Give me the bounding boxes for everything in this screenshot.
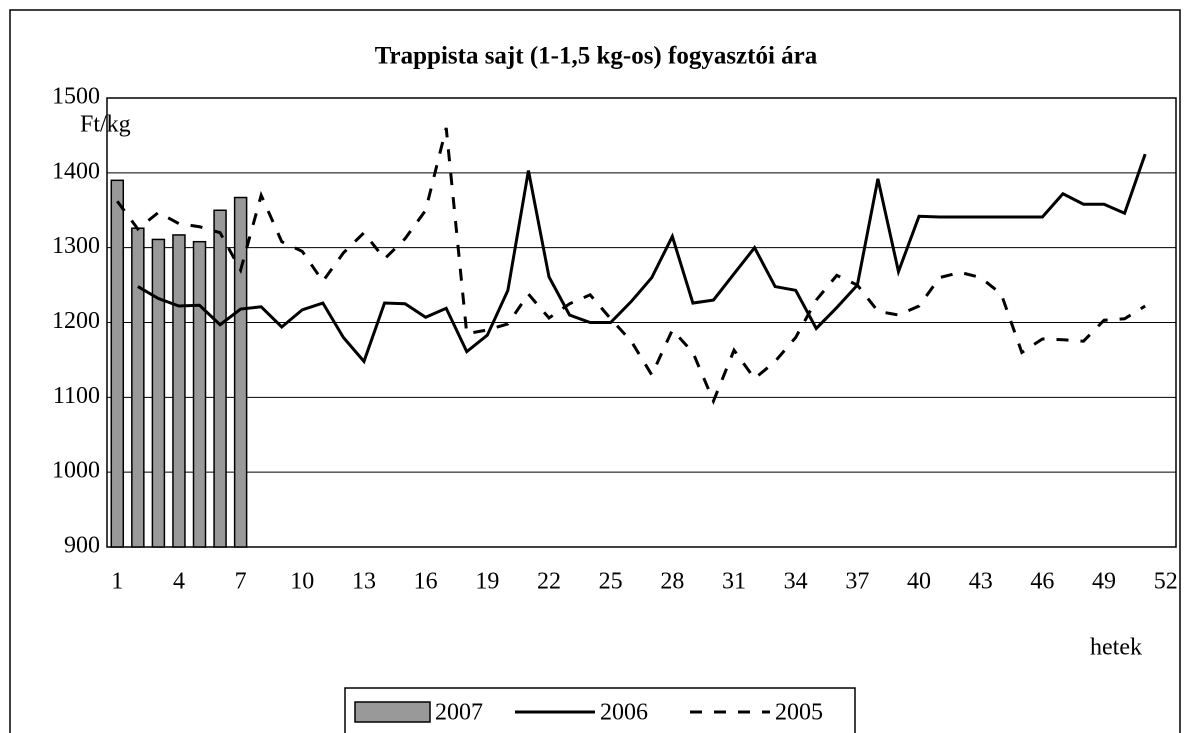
x-tick-label: 31: [722, 569, 746, 595]
x-tick-label: 28: [660, 569, 684, 595]
x-tick-label: 4: [173, 569, 185, 595]
chart-frame: [9, 9, 1181, 733]
x-tick-label: 52: [1154, 569, 1178, 595]
x-tick-label: 40: [907, 569, 931, 595]
chart-title: Trappista sajt (1-1,5 kg-os) fogyasztói …: [375, 43, 818, 70]
bar: [172, 234, 186, 548]
y-tick-label: 900: [64, 533, 100, 559]
y-axis-label: Ft/kg: [80, 112, 131, 138]
line: [137, 153, 1147, 365]
line: [116, 127, 1146, 406]
bar: [151, 238, 166, 548]
x-tick-label: 37: [845, 569, 869, 595]
y-tick-label: 1200: [52, 308, 100, 334]
x-tick-label: 16: [414, 569, 438, 595]
x-tick-label: 7: [235, 569, 247, 595]
legend-swatch: [354, 701, 431, 723]
bar: [110, 179, 125, 548]
x-tick-label: 1: [111, 569, 123, 595]
legend-label: 2007: [435, 700, 483, 726]
bar: [192, 240, 207, 548]
y-tick-label: 1100: [53, 383, 100, 409]
legend-label: 2005: [775, 700, 823, 726]
y-tick-label: 1000: [52, 458, 100, 484]
y-tick-label: 1500: [52, 84, 100, 110]
y-tick-label: 1400: [52, 158, 100, 184]
x-axis-label: hetek: [1090, 635, 1142, 661]
bar: [213, 209, 227, 548]
x-tick-label: 46: [1030, 569, 1054, 595]
x-tick-label: 10: [290, 569, 314, 595]
legend-label: 2006: [600, 700, 648, 726]
x-tick-label: 43: [969, 569, 993, 595]
x-tick-label: 25: [599, 569, 623, 595]
plot-area: [106, 97, 1177, 548]
x-tick-label: 13: [352, 569, 376, 595]
x-tick-label: 34: [784, 569, 808, 595]
bar: [131, 227, 145, 548]
x-tick-label: 22: [537, 569, 561, 595]
bar: [233, 196, 248, 548]
y-tick-label: 1300: [52, 233, 100, 259]
x-tick-label: 19: [475, 569, 499, 595]
x-tick-label: 49: [1092, 569, 1116, 595]
